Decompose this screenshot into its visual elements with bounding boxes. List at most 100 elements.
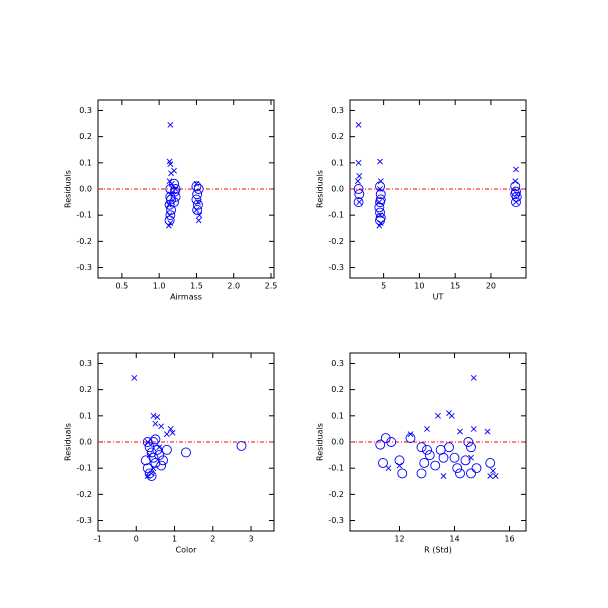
x-tick-label: 2: [210, 535, 215, 544]
circle-marker: [449, 452, 460, 463]
y-tick-label: 0.2: [79, 385, 92, 394]
circle-marker: [192, 204, 203, 215]
y-tick-label: 0.3: [79, 359, 92, 368]
circle-marker: [422, 444, 432, 455]
circle-marker: [156, 460, 167, 471]
x-marker: [457, 428, 463, 435]
y-tick-label: 0.0: [79, 438, 92, 447]
x-marker: [470, 425, 477, 432]
y-tick-label: -0.1: [328, 211, 344, 220]
circle-marker: [430, 460, 441, 471]
circle-marker: [150, 457, 161, 468]
x-marker: [195, 217, 202, 224]
y-tick-label: 0.2: [79, 132, 92, 141]
y-tick-label: -0.2: [328, 490, 344, 499]
circle-marker: [375, 207, 385, 218]
x-marker: [163, 431, 170, 438]
x-marker: [169, 429, 176, 436]
x-marker: [196, 212, 203, 219]
circle-marker: [236, 440, 247, 451]
circle-marker: [191, 194, 202, 205]
x-marker: [167, 161, 174, 168]
circle-marker: [142, 463, 153, 474]
panel: -0.3 -0.2 -0.1 0.0 0.1 0.2 0.3 0.5 1.0 1.5 2.0 2.5 A…: [64, 99, 278, 302]
x-marker: [167, 425, 174, 432]
x-marker: [167, 121, 174, 128]
circle-marker: [193, 184, 204, 194]
circle-marker: [161, 444, 172, 455]
x-marker: [131, 374, 138, 381]
circle-marker: [511, 191, 522, 202]
y-tick-label: 0.2: [331, 132, 344, 141]
x-tick-label: 2.5: [265, 282, 278, 291]
circle-marker: [375, 194, 386, 205]
y-tick-label: 0.0: [79, 185, 92, 194]
circle-marker: [460, 455, 471, 466]
circle-marker: [510, 189, 521, 200]
circle-marker: [394, 455, 405, 466]
circle-marker: [150, 434, 161, 445]
circle-marker: [191, 181, 202, 192]
circle-marker: [353, 184, 364, 194]
x-marker: [512, 178, 519, 185]
circle-marker: [375, 215, 385, 226]
circle-marker: [152, 444, 163, 455]
x-marker: [435, 412, 441, 419]
circle-marker: [146, 471, 157, 481]
circle-marker: [148, 452, 159, 463]
circle-marker: [170, 184, 181, 194]
circle-marker: [165, 210, 176, 221]
circle-marker: [166, 194, 177, 205]
circle-marker: [375, 439, 386, 450]
y-axis-label: Residuals: [316, 170, 325, 208]
x-marker: [150, 412, 157, 419]
circle-marker: [397, 468, 408, 479]
x-tick-label: 10: [414, 282, 424, 291]
x-marker: [470, 374, 477, 381]
y-tick-label: 0.1: [331, 158, 344, 167]
circle-marker: [140, 455, 151, 466]
y-tick-label: -0.3: [76, 263, 92, 272]
circle-marker: [424, 450, 435, 461]
circle-marker: [378, 457, 388, 468]
y-axis-label: Residuals: [64, 423, 73, 461]
x-tick-label: 2.0: [227, 282, 240, 291]
x-marker: [165, 201, 172, 208]
circle-marker: [438, 452, 449, 463]
x-marker: [355, 159, 362, 166]
circle-marker: [142, 437, 153, 447]
x-marker: [424, 425, 430, 432]
x-marker: [154, 414, 161, 421]
x-tick-label: 14: [449, 535, 459, 544]
x-marker: [354, 178, 361, 185]
circle-marker: [192, 199, 203, 210]
circle-marker: [416, 468, 427, 479]
x-marker: [440, 473, 447, 479]
x-marker: [448, 412, 455, 419]
circle-marker: [405, 433, 416, 444]
circle-marker: [181, 447, 191, 458]
x-marker: [487, 473, 494, 479]
x-axis-label: UT: [433, 293, 444, 302]
x-tick-label: 15: [450, 282, 460, 291]
y-axis-label: Residuals: [64, 170, 73, 208]
x-tick-label: 12: [394, 535, 404, 544]
x-marker: [490, 467, 496, 474]
circle-marker: [380, 433, 391, 444]
x-tick-label: 1.0: [153, 282, 166, 291]
y-tick-label: 0.0: [331, 438, 344, 447]
x-tick-label: 1.5: [190, 282, 203, 291]
circle-marker: [444, 442, 454, 453]
panel: -0.3 -0.2 -0.1 0.0 0.1 0.2 0.3 5 10 15 20 UT Residua…: [316, 99, 527, 302]
x-tick-label: 5: [381, 282, 386, 291]
x-marker: [513, 166, 519, 173]
circle-marker: [144, 442, 155, 453]
y-tick-label: 0.0: [331, 185, 344, 194]
x-axis-label: Airmass: [170, 293, 202, 302]
panel: -0.3 -0.2 -0.1 0.0 0.1 0.2 0.3 -1 0 1 2 3 Color Resid…: [64, 352, 275, 555]
circle-marker: [466, 442, 476, 453]
circle-marker: [455, 468, 465, 479]
circle-marker: [386, 437, 397, 447]
x-marker: [484, 428, 491, 435]
